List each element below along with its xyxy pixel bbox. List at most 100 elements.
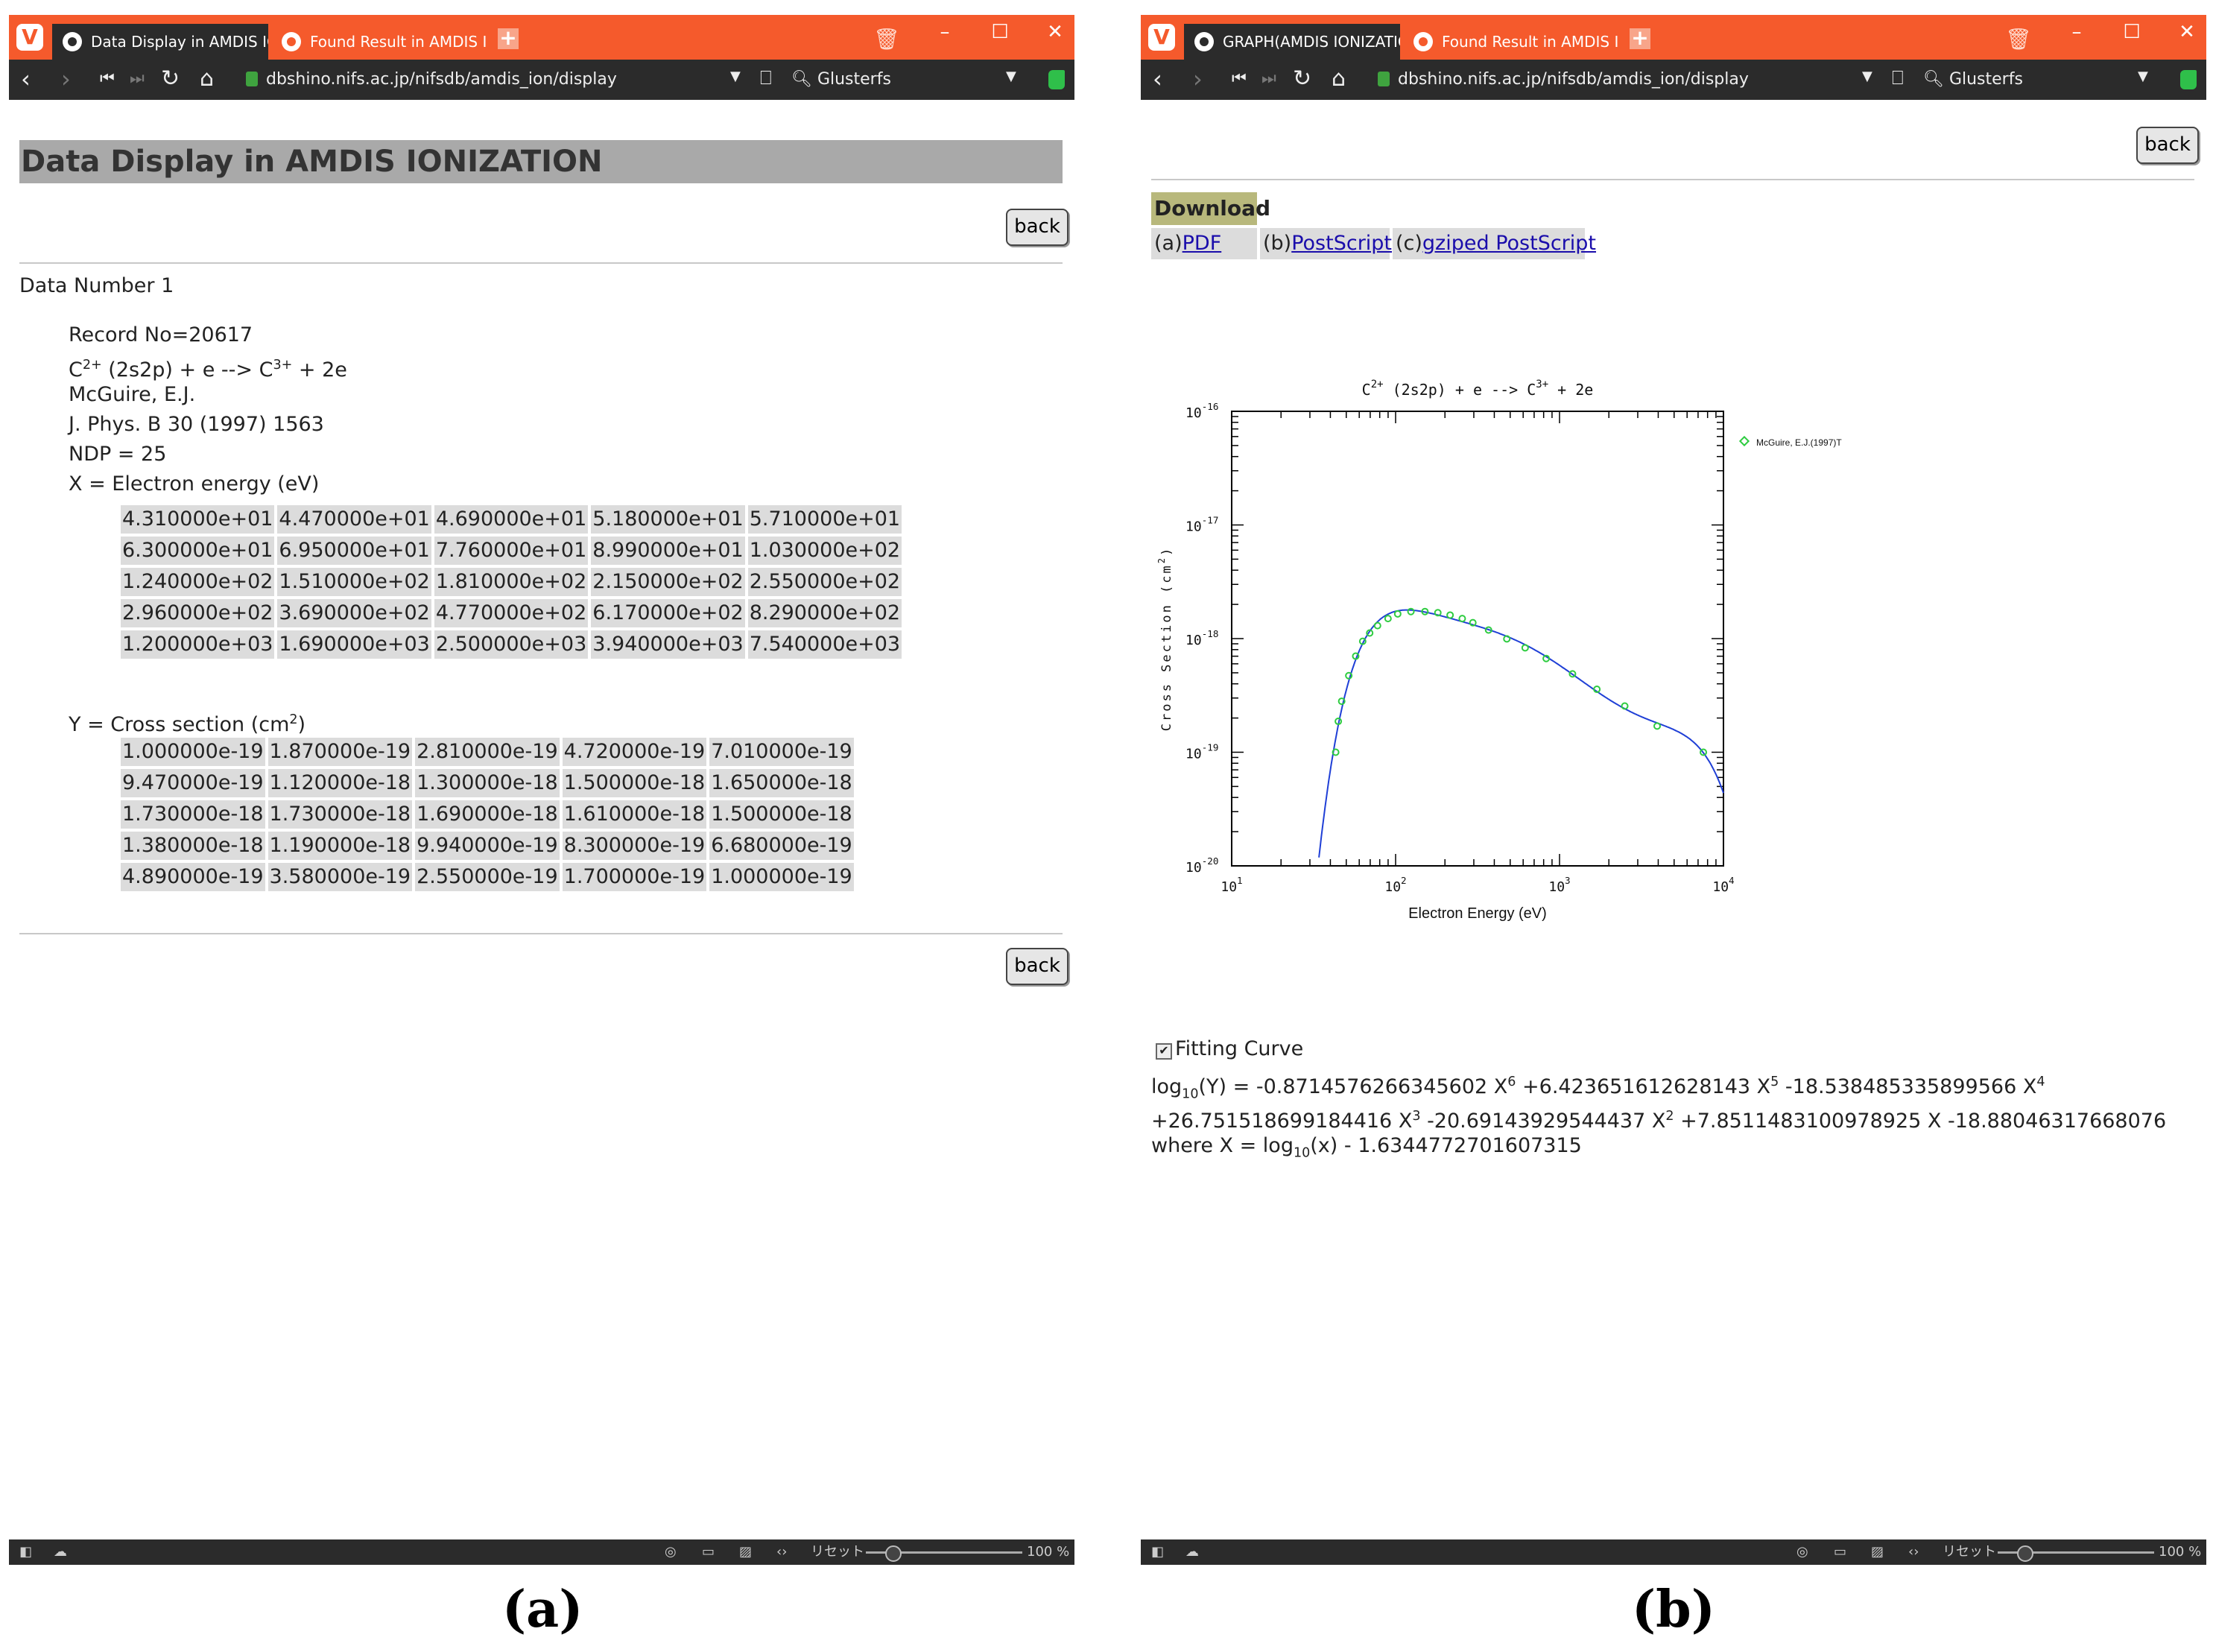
data-point [1446,611,1454,619]
code-icon[interactable]: ‹› [1908,1544,1919,1560]
data-point [1469,618,1477,627]
search-dropdown-icon[interactable]: ▼ [2138,69,2148,84]
trash-icon[interactable]: 🗑 [873,27,900,51]
zoom-reset[interactable]: リセット [1943,1544,1996,1560]
panel-toggle-icon[interactable]: ◧ [1151,1544,1165,1560]
x-tick-label: 101 [1221,875,1242,895]
sync-cloud-icon[interactable]: ☁ [1185,1544,1199,1560]
x-tick-label: 102 [1384,875,1406,895]
close-button[interactable]: ✕ [2179,21,2195,43]
screenshot-icon[interactable]: ◎ [665,1544,677,1560]
rewind-icon[interactable]: ⏮ [1232,69,1247,88]
table-cell: 6.680000e-19 [709,832,854,860]
lock-icon [1378,72,1390,86]
table-row: 2.960000e+02 3.690000e+02 4.770000e+02 6.17… [121,599,902,627]
data-point [1373,621,1381,630]
new-tab-button[interactable]: + [1630,28,1650,49]
search-field[interactable]: 🔍︎ Glusterfs [791,67,891,92]
reload-icon[interactable]: ↻ [161,66,180,92]
url-field[interactable]: dbshino.nifs.ac.jp/nifsdb/amdis_ion/disp… [1398,70,1749,89]
forward-nav-icon[interactable]: › [1193,65,1203,93]
page-title: Data Display in AMDIS IONIZATION [19,140,1063,183]
data-point [1521,644,1529,652]
new-tab-button[interactable]: + [498,28,519,49]
back-button-bottom[interactable]: back [1006,948,1068,985]
divider [19,262,1063,264]
fitting-curve-label: Fitting Curve [1175,1037,1304,1060]
zoom-slider-knob[interactable] [2017,1545,2033,1562]
code-icon[interactable]: ‹› [776,1544,788,1560]
postscript-link[interactable]: PostScript [1291,232,1393,255]
screenshot-icon[interactable]: ◎ [1796,1544,1808,1560]
data-point [1352,652,1360,660]
x-label: X = Electron energy (eV) [69,472,320,496]
minimize-button[interactable]: – [940,21,950,43]
url-dropdown-icon[interactable]: ▼ [730,69,741,84]
table-cell: 8.290000e+02 [747,599,902,627]
fitting-curve-checkbox[interactable]: ✔ [1156,1043,1172,1060]
window-icon[interactable]: ▭ [1834,1544,1847,1560]
chart-title: C2+ (2s2p) + e --> C3+ + 2e [1362,379,1594,399]
search-field[interactable]: 🔍︎ Glusterfs [1923,67,2023,92]
maximize-button[interactable]: ☐ [991,21,1009,43]
tab-data-display[interactable]: Data Display in AMDIS IONI [52,24,268,60]
panel-toggle-icon[interactable]: ◧ [19,1544,33,1560]
data-point [1421,607,1429,615]
image-icon[interactable]: ▨ [1871,1544,1884,1560]
tab-label: Found Result in AMDIS ION [310,33,487,51]
forward-nav-icon[interactable]: › [61,65,71,93]
search-icon: 🔍︎ [1923,70,1944,89]
data-point [1700,748,1708,756]
close-button[interactable]: ✕ [1047,21,1063,43]
sync-cloud-icon[interactable]: ☁ [54,1544,67,1560]
lock-icon [246,72,258,86]
vivaldi-menu-icon[interactable]: V [16,24,43,51]
back-nav-icon[interactable]: ‹ [21,65,31,93]
zoom-slider-knob[interactable] [885,1545,902,1562]
fast-forward-icon[interactable]: ⏭ [130,69,145,88]
table-cell: 1.500000e-18 [562,769,707,797]
legend-label: McGuire, E.J.(1997)T [1756,437,1842,448]
home-icon[interactable]: ⌂ [200,66,215,92]
tab-found-result[interactable]: Found Result in AMDIS ION [271,24,487,60]
url-field[interactable]: dbshino.nifs.ac.jp/nifsdb/amdis_ion/disp… [266,70,617,89]
url-dropdown-icon[interactable]: ▼ [1862,69,1872,84]
table-cell: 7.010000e-19 [709,738,854,766]
back-button-top[interactable]: back [1006,209,1068,246]
tab-found-result[interactable]: Found Result in AMDIS ION [1403,24,1619,60]
window-icon[interactable]: ▭ [702,1544,715,1560]
zoom-level: 100 % [1027,1544,1070,1560]
y-tick-label: 10-17 [1185,515,1218,535]
trash-icon[interactable]: 🗑 [2005,27,2032,51]
y-tick-label: 10-20 [1185,855,1218,876]
back-nav-icon[interactable]: ‹ [1153,65,1162,93]
zoom-slider[interactable] [1998,1551,2154,1554]
pdf-link[interactable]: PDF [1182,232,1222,255]
maximize-button[interactable]: ☐ [2123,21,2141,43]
table-cell: 2.810000e-19 [415,738,560,766]
table-cell: 7.540000e+03 [747,630,902,659]
bookmark-icon[interactable]: ⎕ [1892,67,1904,89]
reload-icon[interactable]: ↻ [1293,66,1312,92]
minimize-button[interactable]: – [2071,21,2082,43]
zoom-slider[interactable] [866,1551,1022,1554]
table-row: 1.380000e-18 1.190000e-18 9.940000e-19 8.30… [121,832,854,860]
fast-forward-icon[interactable]: ⏭ [1261,69,1276,88]
table-cell: 1.240000e+02 [121,568,275,596]
tab-graph[interactable]: GRAPH(AMDIS IONIZATION [1184,24,1400,60]
table-cell: 2.960000e+02 [121,599,275,627]
gziped-postscript-link[interactable]: gziped PostScript [1422,232,1597,255]
search-dropdown-icon[interactable]: ▼ [1006,69,1016,84]
evernote-icon[interactable] [1048,70,1065,89]
table-cell: 1.030000e+02 [747,537,902,565]
vivaldi-menu-icon[interactable]: V [1148,24,1175,51]
bookmark-icon[interactable]: ⎕ [760,67,772,89]
image-icon[interactable]: ▨ [739,1544,753,1560]
back-button[interactable]: back [2136,127,2199,164]
home-icon[interactable]: ⌂ [1332,66,1346,92]
download-postscript: (b)PostScript [1260,228,1393,259]
record-number: Record No=20617 [69,323,253,346]
evernote-icon[interactable] [2180,70,2197,89]
rewind-icon[interactable]: ⏮ [100,69,115,88]
zoom-reset[interactable]: リセット [811,1544,864,1560]
